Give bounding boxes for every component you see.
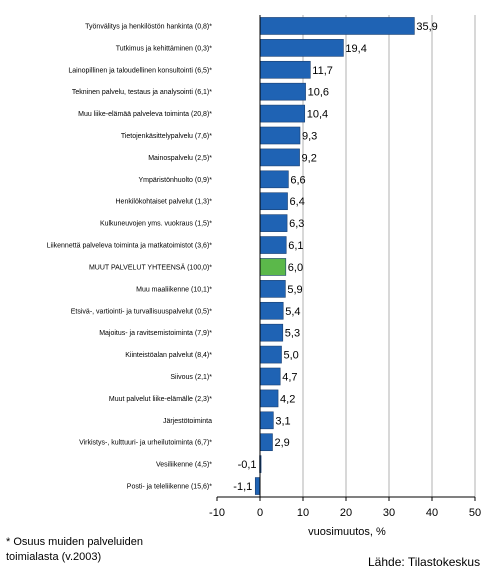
value-label: 5,0 [284,350,299,362]
footnote: * Osuus muiden palveluiden toimialasta (… [6,536,143,563]
category-label: Liikennettä palveleva toiminta ja matkat… [47,243,213,250]
value-label: 3,1 [275,415,290,427]
value-label: 6,6 [290,174,305,186]
bar [259,104,306,123]
x-tick-labels: -10 0 10 20 30 40 50 [209,507,481,519]
value-label: 6,4 [290,196,305,208]
bar [259,345,282,364]
bar [259,411,274,430]
bar [259,60,311,79]
value-label: 4,7 [282,372,297,384]
category-label: Etsivä-, vartiointi- ja turvallisuuspalv… [71,308,212,315]
category-label: Tutkimus ja kehittäminen (0,3)* [116,45,212,52]
category-label: Kiinteistöalan palvelut (8,4)* [125,352,212,359]
x-tick-label: 40 [426,507,438,519]
category-labels: Työnvälitys ja henkilöstön hankinta (0,8… [47,23,213,490]
category-label: Henkilökohtaiset palvelut (1,3)* [116,199,213,206]
value-label: 10,6 [308,87,329,99]
category-label: Muu liike-elämää palveleva toiminta (20,… [78,111,212,118]
bar [259,433,273,452]
value-label: 4,2 [280,393,295,405]
category-label: Muu maaliikenne (10,1)* [136,286,212,293]
category-label: Siivous (2,1)* [170,374,212,381]
x-tick-label: 30 [383,507,395,519]
gridlines [302,15,476,497]
bar [259,214,288,232]
category-label: Järjestötoiminta [163,418,212,425]
category-label: Muut palvelut liike-elämälle (2,3)* [109,396,212,403]
value-label: 10,4 [307,109,328,121]
value-label: 35,9 [416,21,437,33]
bar [259,192,288,211]
category-label: MUUT PALVELUT YHTEENSÄ (100,0)* [89,263,212,271]
bar [259,389,279,408]
x-axis-title: vuosimuutos, % [308,526,386,538]
bar [259,17,415,35]
category-label: Ympäristönhuolto (0,9)* [138,177,212,184]
category-label: Virkistys-, kulttuuri- ja urheilutoimint… [79,440,212,447]
bars [254,17,415,495]
value-label: 11,7 [312,65,333,77]
category-label: Vesiliikenne (4,5)* [156,462,212,469]
value-label: 5,3 [285,328,300,340]
value-label: 6,0 [288,262,303,274]
category-label: Majoitus- ja ravitsemistoiminta (7,9)* [99,330,212,337]
bar [259,170,289,189]
bar [259,323,284,342]
bar [259,39,344,57]
bar [259,236,287,254]
source-label: Lähde: Tilastokeskus [368,555,481,569]
value-label: 9,3 [302,131,317,143]
bar [259,82,306,101]
bar [259,126,301,145]
category-label: Lainopillinen ja taloudellinen konsultoi… [68,67,212,74]
value-label: 5,9 [287,284,302,296]
value-label: 2,9 [274,437,289,449]
category-label: Posti- ja teleliikenne (15,6)* [127,484,212,491]
x-tick-label: 0 [257,507,263,519]
x-tick-label: 20 [340,507,352,519]
value-labels: 35,9 19,4 11,7 10,6 10,4 9,3 9,2 6,6 6,4 6,3 6,1 6,… [233,21,437,493]
value-label: 19,4 [345,43,366,55]
bar [254,477,261,495]
value-label: -1,1 [233,481,252,493]
x-tick-label: 10 [297,507,309,519]
bar [259,367,281,386]
value-label: -0,1 [238,459,257,471]
value-label: 5,4 [285,306,300,318]
value-label: 9,2 [302,152,317,164]
bar [259,148,300,167]
value-label: 6,3 [289,218,304,230]
x-tick-label: -10 [209,507,225,519]
axes [216,15,476,501]
category-label: Mainospalvelu (2,5)* [148,155,212,162]
bar [259,258,287,276]
category-label: Tekninen palvelu, testaus ja analysointi… [72,89,212,96]
bar [259,301,284,320]
value-label: 6,1 [288,240,303,252]
category-label: Työnvälitys ja henkilöstön hankinta (0,8… [85,23,212,30]
bar [259,280,286,298]
category-label: Kulkuneuvojen yms. vuokraus (1,5)* [100,221,212,228]
category-label: Tietojenkäsittelypalvelu (7,6)* [121,133,212,140]
x-tick-label: 50 [469,507,481,519]
